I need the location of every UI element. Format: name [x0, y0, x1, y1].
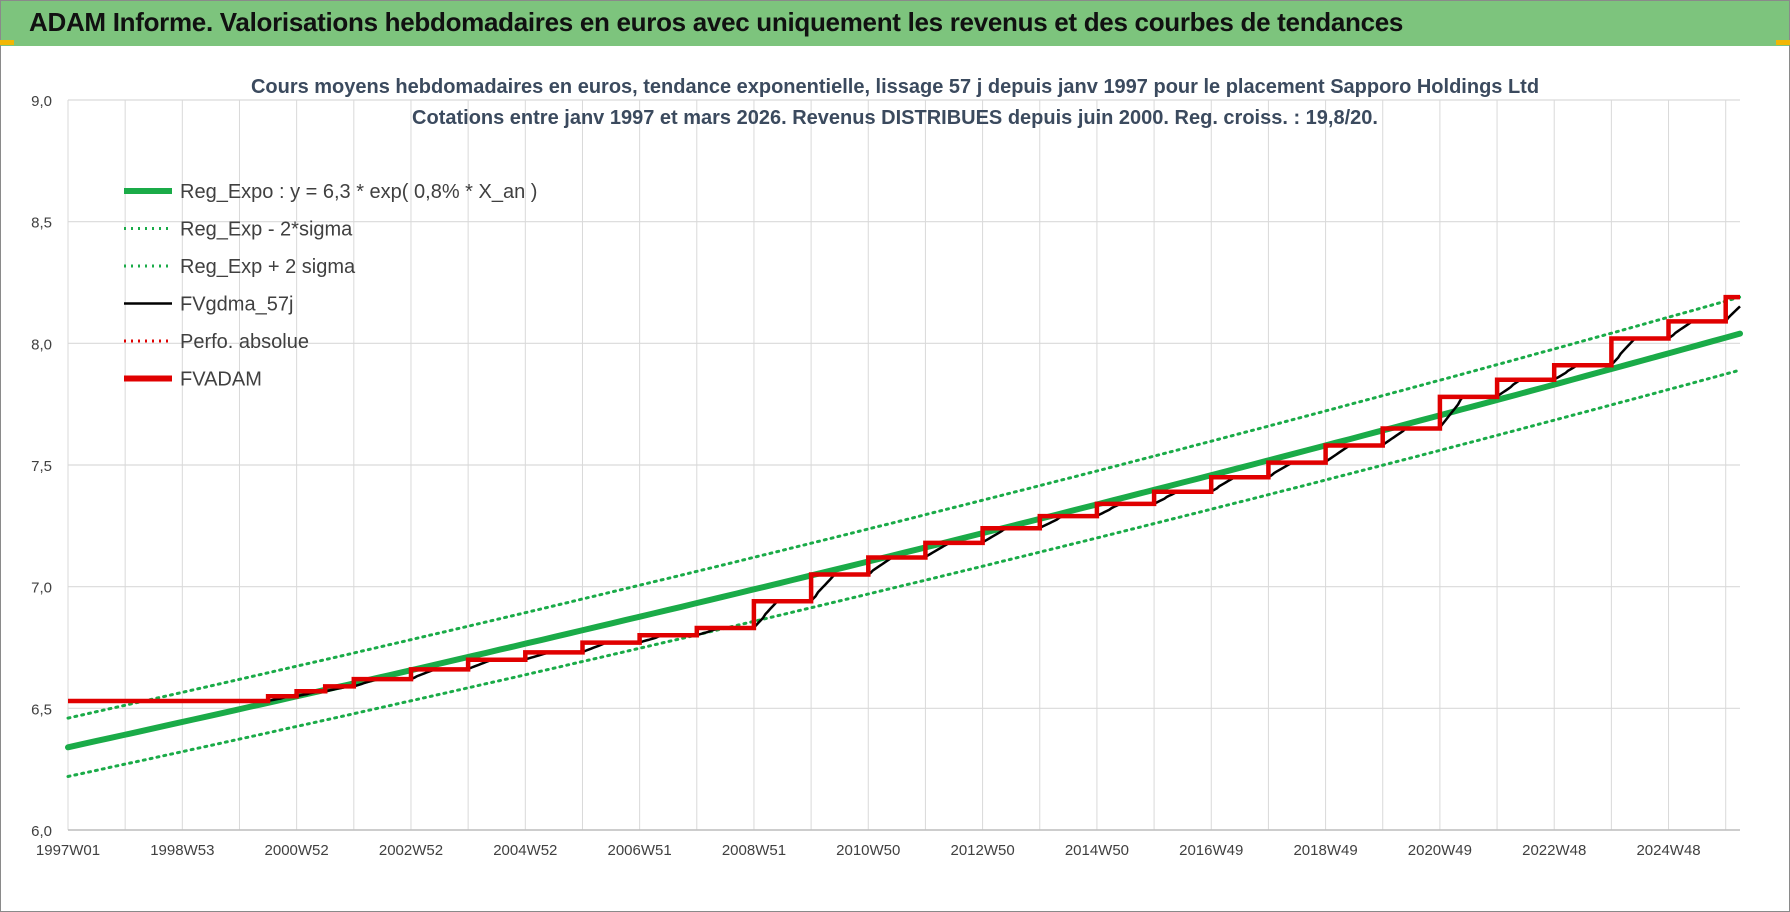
x-tick-label: 2000W52 [265, 842, 329, 859]
x-tick-label: 2010W50 [836, 842, 900, 859]
x-tick-label: 2012W50 [950, 842, 1014, 859]
legend-label: FVADAM [180, 369, 262, 391]
x-tick-label: 2008W51 [722, 842, 786, 859]
x-axis-ticks: 1997W01 1998W53 2000W52 2002W52 2004W52 2006W… [36, 842, 1701, 859]
y-tick-label: 8,0 [31, 336, 52, 353]
x-tick-label: 2024W48 [1636, 842, 1700, 859]
x-tick-label: 2022W48 [1522, 842, 1586, 859]
y-tick-label: 7,0 [31, 580, 52, 597]
y-tick-label: 9,0 [31, 93, 52, 110]
x-tick-label: 2006W51 [608, 842, 672, 859]
corner-mark-right [1776, 40, 1790, 45]
legend-label: Reg_Expo : y = 6,3 * exp( 0,8% * X_an ) [180, 181, 537, 203]
header-bar: ADAM Informe. Valorisations hebdomadaire… [1, 1, 1789, 46]
legend-label: Reg_Exp - 2*sigma [180, 219, 353, 241]
chart-subtitle: Cotations entre janv 1997 et mars 2026. … [412, 107, 1378, 129]
y-tick-label: 6,5 [31, 701, 52, 718]
series-fvadam [68, 294, 1740, 704]
legend-label: FVgdma_57j [180, 294, 293, 316]
series-reg-exp-minus-2sigma [66, 368, 1742, 778]
series [65, 294, 1743, 778]
x-tick-label: 2018W49 [1293, 842, 1357, 859]
series-reg-exp-plus-2sigma [66, 295, 1742, 720]
grid [67, 99, 1740, 831]
y-axis-ticks: 6,0 6,5 7,0 7,5 8,0 8,5 9,0 [31, 93, 52, 840]
legend-label: Perfo. absolue [180, 331, 309, 353]
y-tick-label: 7,5 [31, 458, 52, 475]
x-tick-label: 2014W50 [1065, 842, 1129, 859]
legend-label: Reg_Exp + 2 sigma [180, 256, 356, 278]
corner-mark-left [0, 40, 14, 45]
chart-title: Cours moyens hebdomadaires en euros, ten… [251, 76, 1539, 98]
x-tick-label: 1998W53 [150, 842, 214, 859]
y-tick-label: 8,5 [31, 215, 52, 232]
page-title: ADAM Informe. Valorisations hebdomadaire… [29, 7, 1404, 37]
legend: Reg_Expo : y = 6,3 * exp( 0,8% * X_an ) R… [124, 181, 537, 391]
x-tick-label: 1997W01 [36, 842, 100, 859]
x-tick-label: 2020W49 [1408, 842, 1472, 859]
x-tick-label: 2016W49 [1179, 842, 1243, 859]
x-tick-label: 2004W52 [493, 842, 557, 859]
y-tick-label: 6,0 [31, 823, 52, 840]
x-tick-label: 2002W52 [379, 842, 443, 859]
